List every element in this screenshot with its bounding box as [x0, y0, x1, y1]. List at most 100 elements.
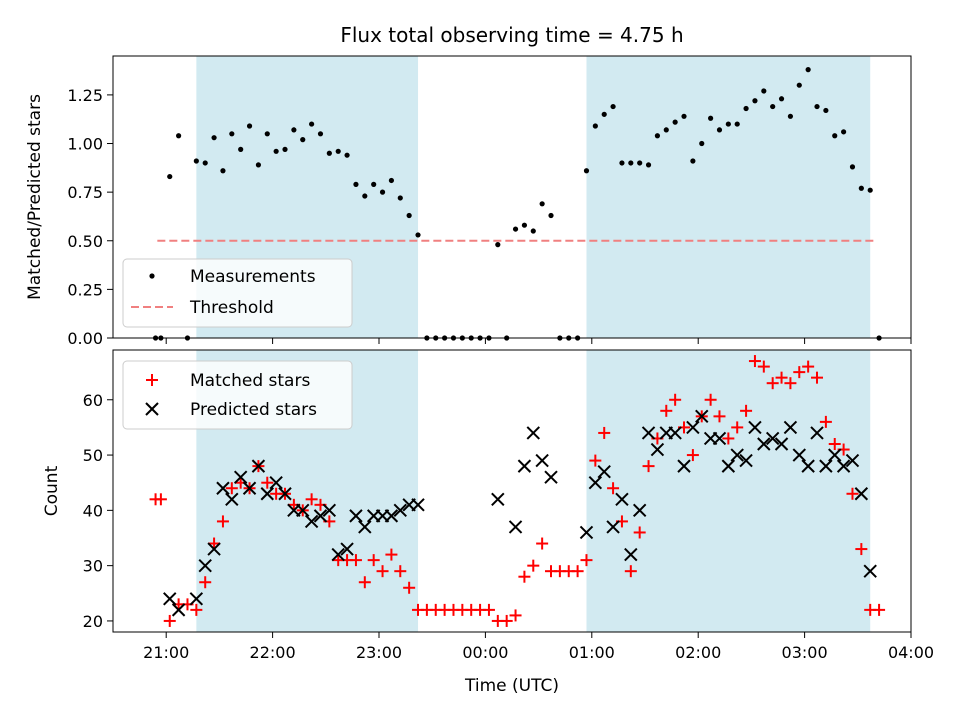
matched-star-point	[828, 438, 841, 450]
predicted-star-point	[615, 492, 629, 507]
predicted-star-point	[535, 453, 549, 468]
legend-measurements-marker	[149, 273, 155, 279]
matched-star-point	[784, 377, 797, 390]
measurement-point	[787, 113, 794, 119]
measurement-point	[761, 88, 767, 94]
legend-matched-label: Matched stars	[190, 371, 310, 391]
y-tick-label: 1.25	[67, 86, 103, 105]
measurement-point	[371, 181, 377, 187]
matched-star-point	[855, 543, 868, 556]
predicted-star-point	[783, 420, 798, 435]
matched-star-point	[305, 493, 318, 506]
measurement-point	[867, 187, 873, 193]
predicted-star-point	[765, 431, 780, 446]
measurement-point	[832, 133, 838, 139]
y-tick-label: 60	[83, 391, 103, 410]
matched-star-point	[199, 576, 212, 589]
y-tick-label: 0.25	[67, 280, 103, 299]
matched-star-point	[394, 565, 407, 578]
matched-star-point	[571, 565, 584, 578]
top-axes-frame	[112, 55, 912, 339]
predicted-star-point	[606, 520, 620, 534]
measurement-point	[725, 121, 731, 127]
matched-star-point	[376, 565, 389, 578]
measurement-point	[291, 127, 297, 133]
matched-star-point	[704, 393, 717, 406]
measurement-point	[814, 103, 820, 110]
measurement-point	[539, 201, 545, 207]
y-tick-label: 0.75	[67, 183, 103, 202]
predicted-star-point	[278, 487, 292, 501]
predicted-star-point	[171, 603, 186, 617]
measurement-point	[211, 135, 217, 141]
predicted-star-point	[845, 453, 860, 468]
predicted-star-point	[198, 558, 212, 573]
matched-star-point	[190, 603, 203, 616]
matched-star-point	[536, 537, 549, 550]
measurement-point	[388, 177, 395, 184]
predicted-star-point	[269, 475, 283, 490]
measurement-point	[397, 195, 403, 201]
matched-star-point	[163, 614, 176, 627]
measurement-point	[176, 133, 182, 139]
matched-star-point	[642, 460, 655, 473]
measurement-point	[628, 160, 634, 166]
matched-star-point	[367, 554, 380, 567]
measurement-point	[167, 173, 173, 180]
predicted-star-point	[748, 420, 762, 435]
top-legend-box	[122, 258, 353, 328]
measurement-point	[841, 129, 847, 135]
matched-star-point	[793, 366, 806, 379]
measurement-point	[734, 121, 740, 127]
predicted-star-point	[322, 503, 337, 518]
measurement-point	[495, 242, 501, 248]
predicted-star-point	[393, 503, 407, 518]
predicted-star-point	[836, 459, 851, 473]
predicted-star-point	[632, 503, 647, 518]
predicted-star-point	[517, 459, 532, 473]
measurement-point	[690, 158, 696, 164]
predicted-star-point	[216, 481, 230, 495]
predicted-star-point	[810, 426, 824, 440]
matched-star-point	[748, 355, 761, 368]
predicted-star-point	[624, 547, 638, 562]
predicted-star-point	[686, 420, 700, 435]
y-tick-label: 30	[83, 557, 103, 576]
matched-star-point	[527, 559, 540, 572]
matched-star-point	[225, 482, 238, 495]
predicted-star-point	[597, 464, 611, 479]
measurement-point	[264, 131, 270, 137]
predicted-star-point	[712, 431, 727, 446]
predicted-star-point	[207, 542, 221, 556]
predicted-star-point	[296, 503, 310, 518]
matched-star-point	[811, 371, 824, 384]
measurement-point	[645, 162, 652, 168]
measurement-point	[752, 98, 758, 104]
measurement-point	[716, 127, 723, 133]
predicted-star-point	[331, 547, 345, 562]
measurement-point	[681, 113, 687, 119]
y-tick-label: 20	[83, 612, 103, 631]
predicted-star-point	[588, 475, 603, 490]
matched-star-point	[403, 581, 416, 594]
y-tick-label: 50	[83, 446, 103, 465]
bottom-axis-ticks: 20 30 40 50 60 21:00 22:00 23:00 00:00 01:00 02:00…	[83, 391, 934, 662]
measurement-point	[220, 168, 226, 174]
predicted-star-point	[225, 492, 239, 507]
predicted-star-point	[650, 442, 665, 457]
x-tick-label: 04:00	[888, 643, 934, 662]
y-tick-label: 0.50	[67, 232, 103, 251]
matched-star-point	[261, 476, 274, 489]
measurement-point	[193, 158, 199, 164]
predicted-star-point	[340, 542, 354, 556]
measurement-point	[592, 123, 598, 129]
matched-star-point	[607, 482, 620, 495]
y-tick-label: 1.00	[67, 135, 103, 154]
y-tick-label: 0.00	[67, 329, 103, 348]
x-tick-label: 23:00	[356, 643, 402, 662]
predicted-star-point	[739, 453, 753, 468]
matched-star-point	[385, 548, 398, 561]
x-tick-label: 03:00	[782, 643, 828, 662]
matched-star-point	[589, 454, 602, 467]
